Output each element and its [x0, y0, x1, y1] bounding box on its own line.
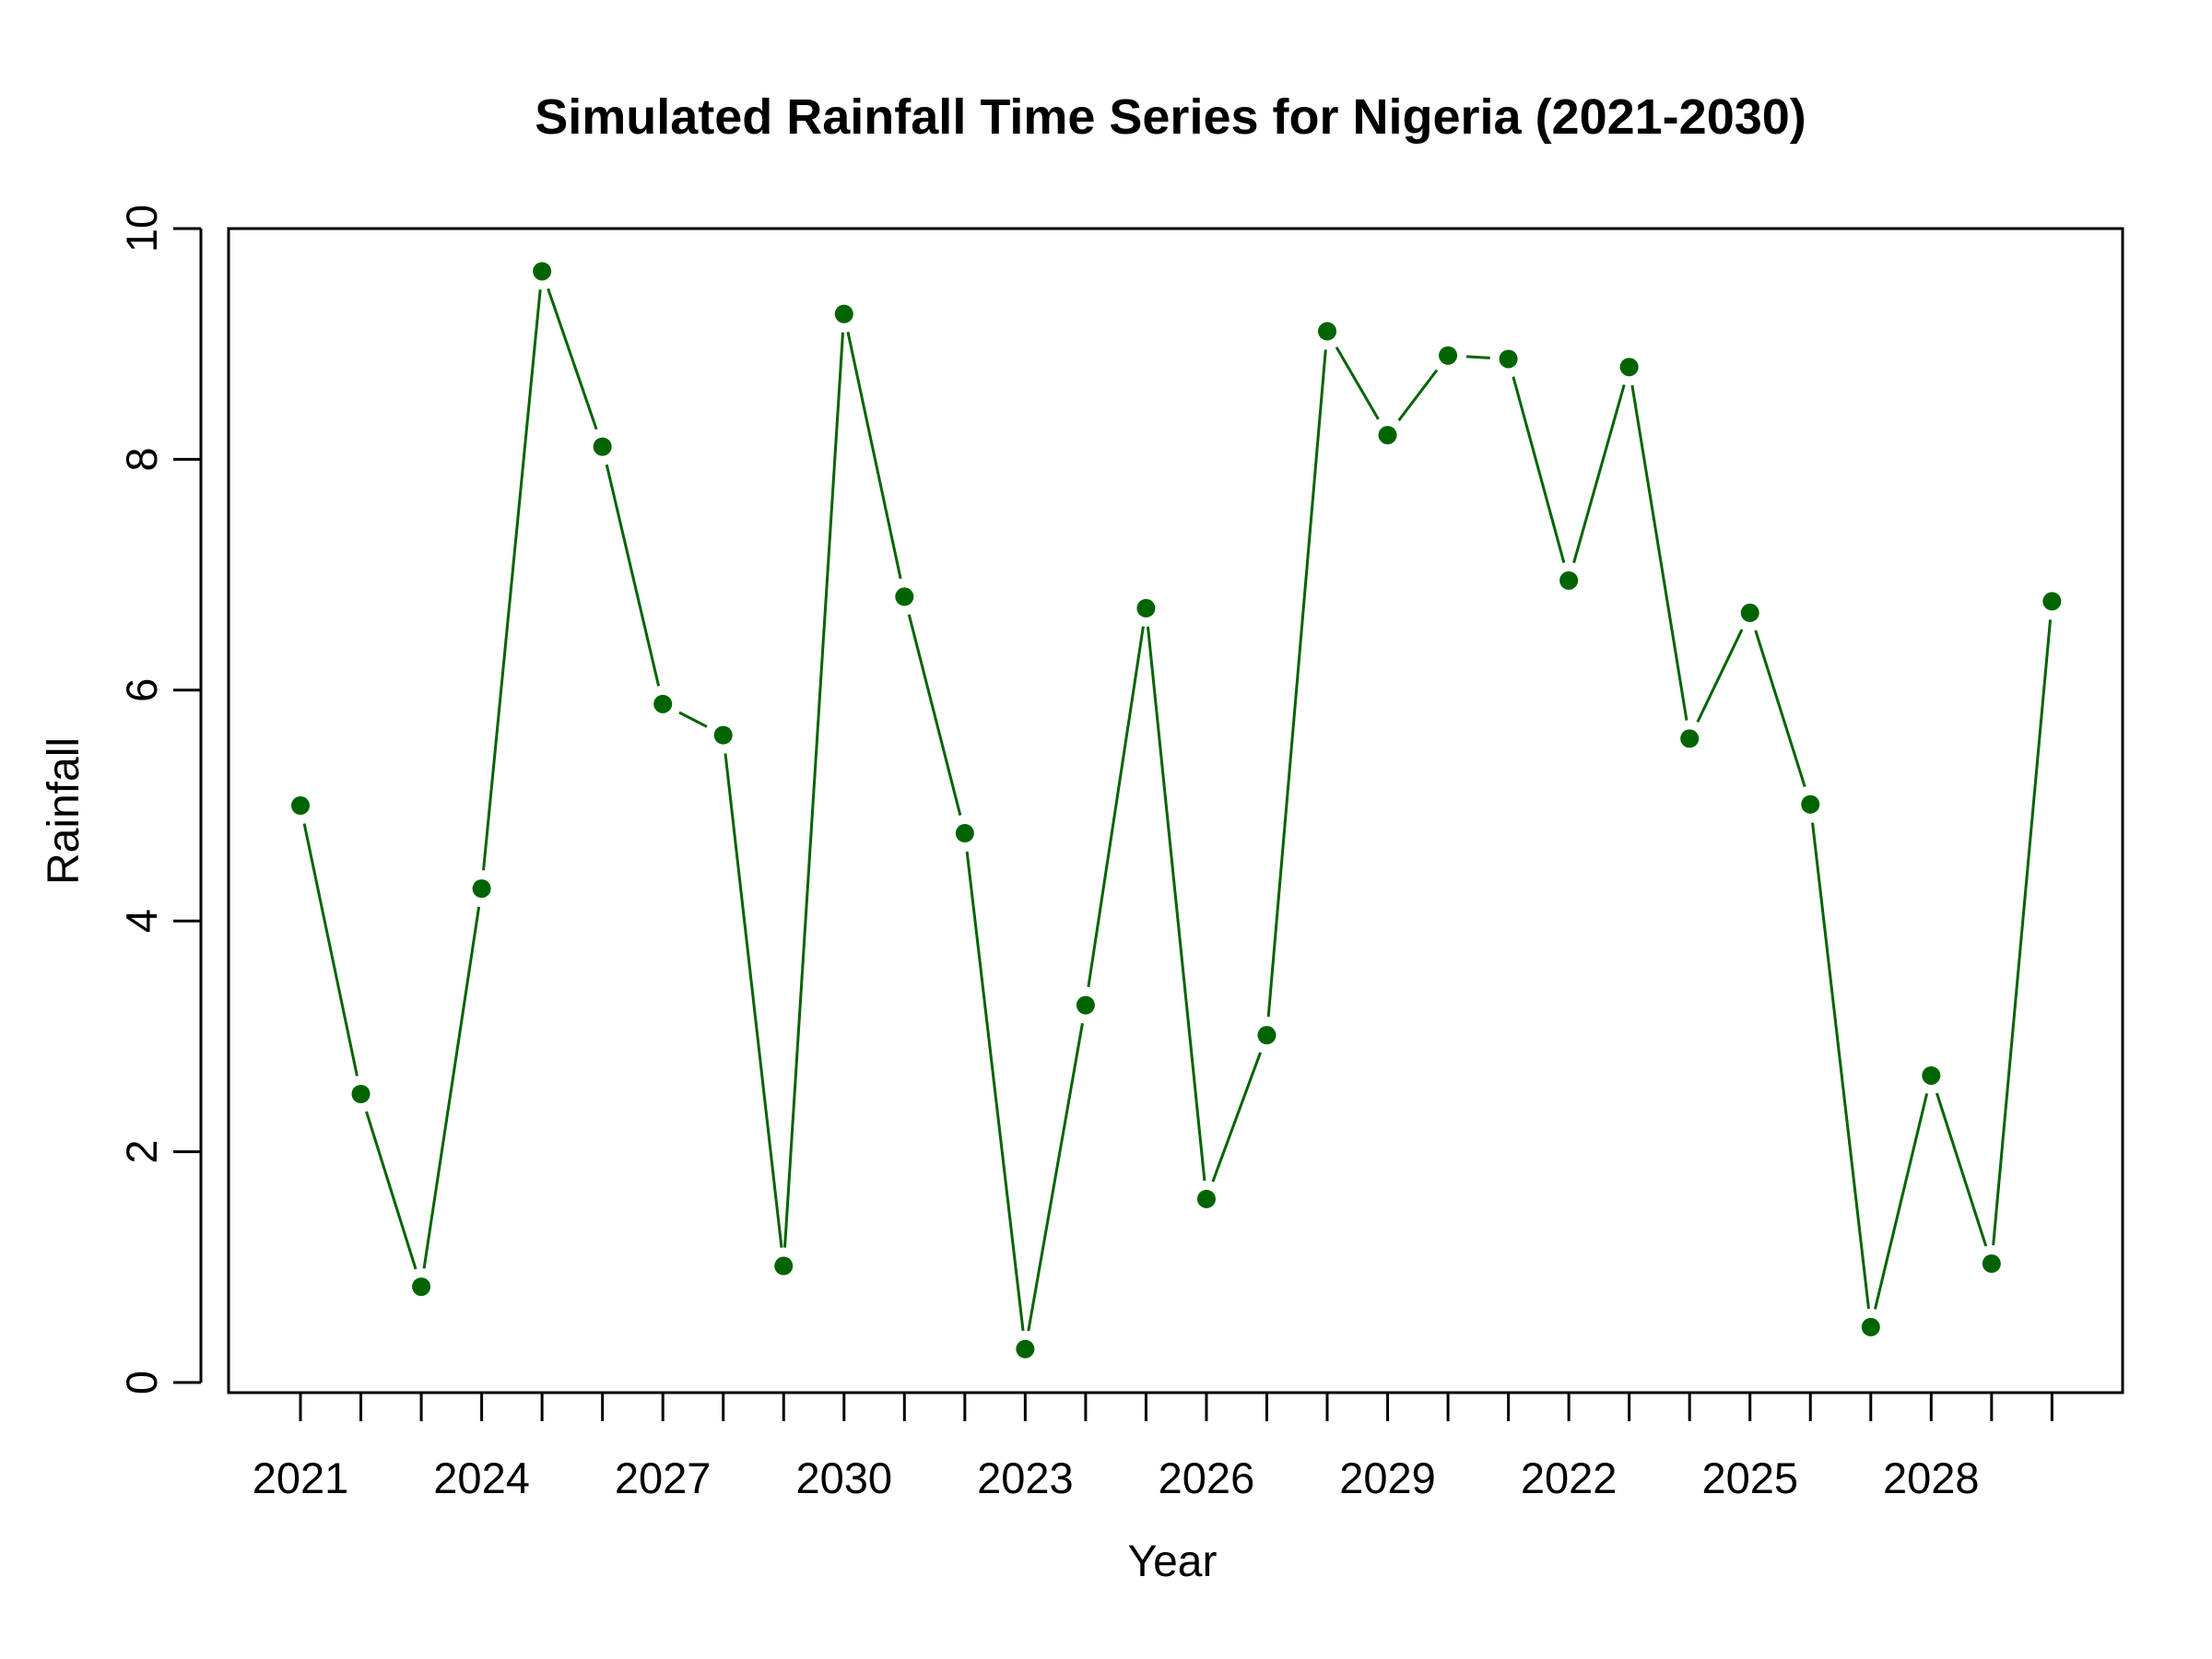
data-point	[774, 1256, 794, 1276]
x-tick-label: 2021	[253, 1453, 349, 1502]
series-segment	[1630, 384, 1688, 721]
series-segment	[724, 753, 783, 1248]
x-tick-label: 2025	[1701, 1453, 1798, 1502]
series-segment	[422, 906, 481, 1269]
series-segment	[1397, 369, 1439, 422]
data-point	[1801, 794, 1820, 814]
series-segment	[605, 464, 661, 687]
data-point	[1196, 1189, 1216, 1208]
x-axis-label: Year	[1128, 1537, 1218, 1586]
x-tick-label: 2030	[795, 1453, 892, 1502]
x-tick-label: 2024	[433, 1453, 530, 1502]
data-point	[291, 796, 310, 815]
data-point	[1861, 1317, 1880, 1336]
x-tick-label: 2029	[1339, 1453, 1436, 1502]
series-segment	[678, 711, 708, 728]
data-point	[593, 437, 612, 456]
x-tick-label: 2028	[1883, 1453, 1980, 1502]
data-point	[1559, 571, 1579, 590]
series-segment	[965, 851, 1025, 1332]
series-segment	[907, 614, 962, 817]
series-segment	[1465, 355, 1490, 359]
data-point	[1922, 1065, 1941, 1085]
data-point	[1136, 598, 1156, 618]
series-segment	[365, 1111, 418, 1270]
y-axis-label: Rainfall	[40, 737, 88, 885]
series-segment	[1512, 376, 1566, 563]
data-point	[1619, 358, 1639, 377]
data-point	[1257, 1026, 1277, 1045]
series-segment	[1335, 346, 1380, 420]
x-tick-label: 2023	[977, 1453, 1074, 1502]
series-segment	[1696, 629, 1744, 724]
y-tick-label: 8	[117, 447, 166, 471]
series-segment	[1027, 1023, 1084, 1332]
y-tick-label: 0	[117, 1371, 166, 1394]
data-point	[351, 1085, 371, 1103]
plot-frame	[227, 227, 2124, 1394]
y-tick-label: 10	[117, 205, 166, 253]
series-segment	[1211, 1052, 1262, 1182]
data-point	[1076, 995, 1095, 1015]
y-tick-label: 2	[117, 1140, 166, 1164]
series-points	[291, 262, 2062, 1359]
x-tick-label: 2027	[615, 1453, 712, 1502]
data-point	[1499, 349, 1518, 369]
data-point	[1016, 1339, 1035, 1359]
data-point	[653, 694, 673, 713]
series-segment	[783, 332, 845, 1248]
data-point	[1378, 426, 1397, 445]
y-tick-label: 4	[117, 909, 166, 933]
data-point	[834, 304, 853, 324]
series-segment	[1873, 1093, 1929, 1310]
x-tick-label: 2026	[1159, 1453, 1255, 1502]
series-segment	[1266, 349, 1327, 1018]
series-segment	[1572, 384, 1626, 564]
data-point	[412, 1277, 431, 1297]
y-axis: 0 2 4 6 8 10	[117, 205, 203, 1394]
data-point	[1680, 729, 1700, 748]
x-tick-label: 2022	[1521, 1453, 1618, 1502]
data-point	[533, 262, 552, 281]
series-segment	[547, 288, 598, 430]
series-segment	[1935, 1092, 1988, 1247]
x-axis: 2021 2024 2027 2030 2023 2026 2029 2022 2025 2028	[253, 1391, 2053, 1502]
series-segment	[1087, 626, 1145, 988]
data-point	[1740, 603, 1759, 622]
series-segment	[1811, 822, 1870, 1310]
series-segment	[1146, 626, 1206, 1182]
series-segment	[846, 331, 902, 580]
data-point	[2042, 592, 2062, 611]
data-point	[1439, 346, 1458, 365]
y-tick-label: 6	[117, 678, 166, 702]
series-segment	[1992, 619, 2053, 1246]
series-line	[302, 288, 2053, 1332]
series-segment	[302, 823, 359, 1077]
series-segment	[1754, 629, 1806, 788]
data-point	[472, 879, 491, 899]
data-point	[895, 587, 914, 606]
series-segment	[482, 289, 542, 871]
data-point	[713, 725, 733, 745]
chart-title: Simulated Rainfall Time Series for Niger…	[535, 89, 1806, 145]
data-point	[955, 824, 974, 843]
data-point	[1982, 1254, 2001, 1274]
data-point	[1318, 322, 1337, 341]
